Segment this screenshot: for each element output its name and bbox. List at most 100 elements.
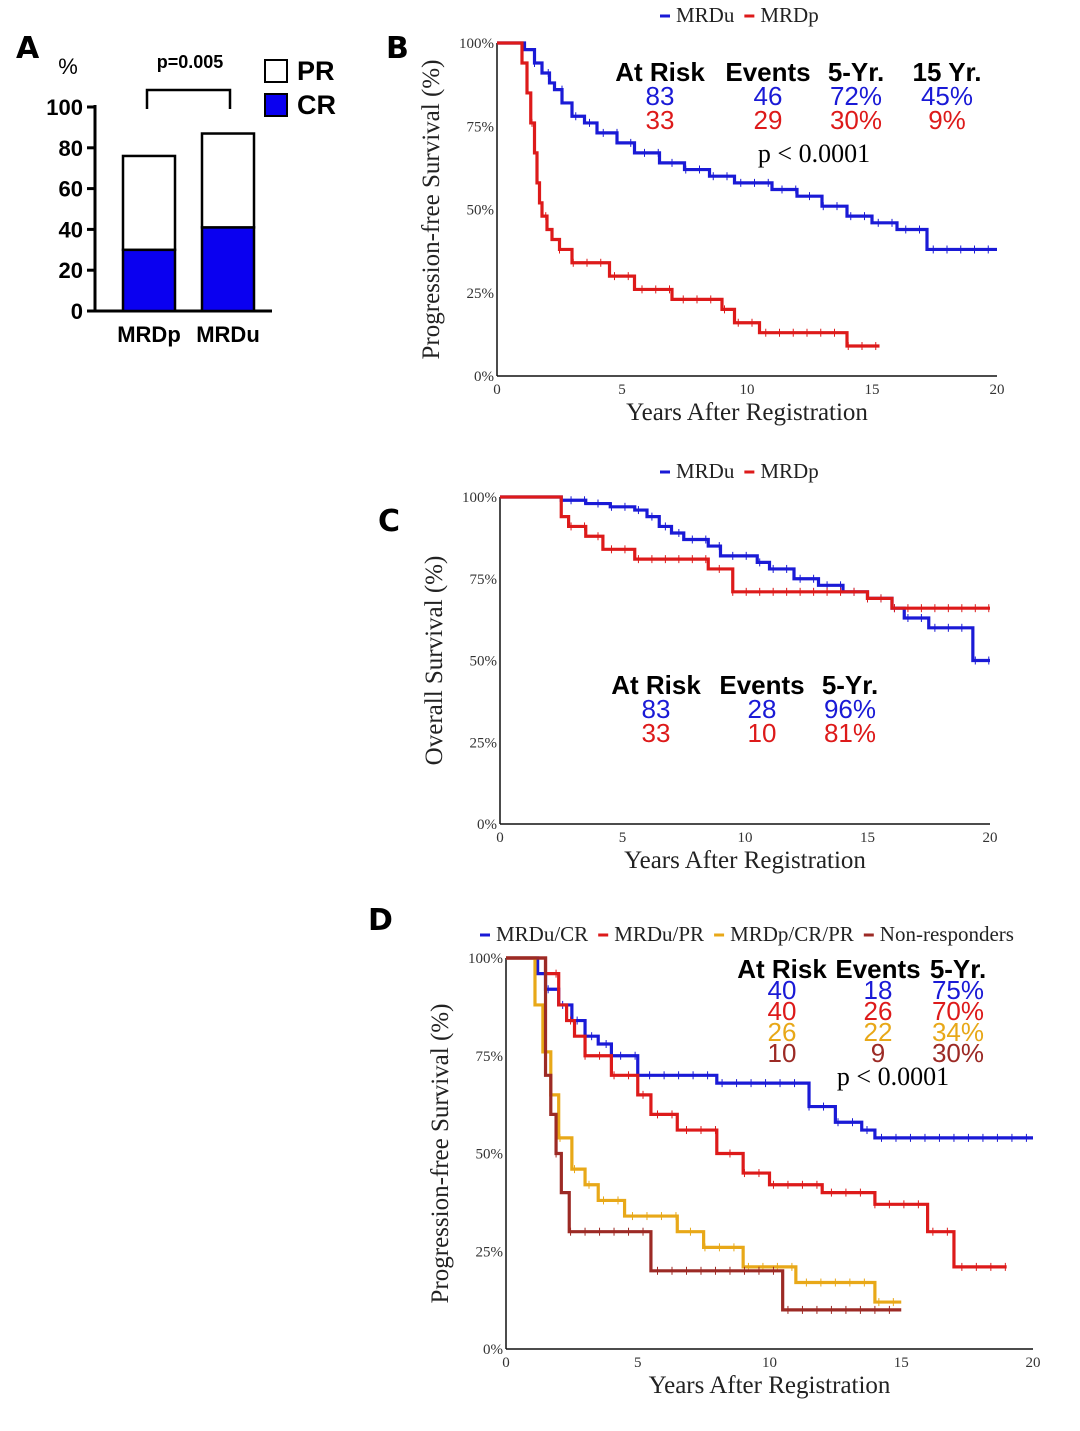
panel-a-ytick-label: 0 <box>71 299 83 324</box>
panel-a-legend-swatch <box>264 59 288 83</box>
legend-label: MRDp <box>760 3 818 27</box>
x-axis-title: Years After Registration <box>626 399 868 426</box>
panel-d-letter: D <box>368 903 393 938</box>
table-cell: 9 <box>871 1038 885 1068</box>
y-tick-label: 25% <box>470 735 498 751</box>
table-cell: 10 <box>748 718 777 748</box>
panel-a-bar-mrdp-cr <box>121 248 177 313</box>
panel-a-legend-label: PR <box>297 56 335 86</box>
table-cell: 72% <box>830 81 882 111</box>
x-tick-label: 10 <box>738 830 753 846</box>
x-tick-label: 20 <box>990 382 1005 398</box>
y-tick-label: 100% <box>462 490 497 506</box>
y-tick-label: 75% <box>476 1049 504 1065</box>
panel-a-category-label: MRDp <box>117 322 181 347</box>
table-cell: 28 <box>748 694 777 724</box>
legend-label: MRDu/PR <box>614 922 704 946</box>
panel-a-bar-mrdu-cr <box>200 226 256 313</box>
table-cell: 33 <box>642 718 671 748</box>
table-header: At Risk <box>611 670 701 700</box>
panel-a-ytick-label: 80 <box>59 136 83 161</box>
x-axis-title: Years After Registration <box>624 847 866 874</box>
p-value: p < 0.0001 <box>837 1062 949 1091</box>
table-header: 5-Yr. <box>828 57 884 87</box>
x-tick-label: 15 <box>865 382 880 398</box>
table-cell: 83 <box>646 81 675 111</box>
x-tick-label: 0 <box>502 1355 510 1371</box>
panel-a-legend-swatch <box>264 93 288 117</box>
legend-label: MRDp <box>760 459 818 483</box>
x-tick-label: 5 <box>618 382 626 398</box>
table-cell: 34% <box>932 1017 984 1047</box>
y-tick-label: 100% <box>468 951 503 967</box>
panel-b-letter: B <box>386 31 409 66</box>
x-axis-title: Years After Registration <box>649 1372 891 1399</box>
panel-a-ytick-label: 20 <box>59 258 83 283</box>
table-header: 15 Yr. <box>913 57 982 87</box>
x-tick-label: 10 <box>740 382 755 398</box>
table-cell: 18 <box>864 975 893 1005</box>
x-tick-label: 15 <box>894 1355 909 1371</box>
panel-a: A% 0 20 40 60 80 100 MRDp MRDu p=0.005 PR CR <box>16 31 336 347</box>
y-tick-label: 25% <box>467 286 495 302</box>
table-cell: 26 <box>864 996 893 1026</box>
legend-label: MRDu <box>676 3 735 27</box>
km-curve-mrdu-pr <box>506 956 1007 1269</box>
y-tick-label: 75% <box>470 572 498 588</box>
legend-label: MRDu/CR <box>496 922 588 946</box>
x-tick-label: 0 <box>493 382 501 398</box>
y-axis-title: Progression-free Survival (%) <box>427 1004 454 1304</box>
panel-a-category-label: MRDu <box>196 322 260 347</box>
y-axis-title: Overall Survival (%) <box>421 556 448 766</box>
x-tick-label: 20 <box>983 830 998 846</box>
panel-c-letter: C <box>378 504 400 539</box>
table-cell: 30% <box>830 105 882 135</box>
y-tick-label: 50% <box>470 654 498 670</box>
legend-label: Non-responders <box>880 922 1014 946</box>
y-tick-label: 0% <box>474 369 494 385</box>
panel-d: D 0% 25% 50% 75% 100% 0 5 10 15 20 Years After Regi… <box>368 903 1041 1399</box>
table-cell: 96% <box>824 694 876 724</box>
panel-a-bar-mrdu-pr <box>200 132 256 229</box>
y-tick-label: 50% <box>467 203 495 219</box>
x-tick-label: 5 <box>619 830 627 846</box>
y-tick-label: 25% <box>476 1244 504 1260</box>
y-tick-label: 100% <box>459 36 494 52</box>
legend-label: MRDu <box>676 459 735 483</box>
km-curve-mrdu-cr <box>506 956 1033 1140</box>
panel-a-pvalue: p=0.005 <box>157 52 224 72</box>
table-header: At Risk <box>615 57 705 87</box>
panel-b: B 0% 25% 50% 75% 100% 0 5 10 15 20 Years After Regi… <box>386 3 1005 426</box>
table-cell: 83 <box>642 694 671 724</box>
y-tick-label: 75% <box>467 119 495 135</box>
legend-label: MRDp/CR/PR <box>730 922 854 946</box>
table-cell: 30% <box>932 1038 984 1068</box>
y-axis-title: Progression-free Survival (%) <box>418 60 445 360</box>
panel-c: C 0% 25% 50% 75% 100% 0 5 10 15 20 Years After Regi… <box>378 459 998 874</box>
km-curve-mrdu <box>500 495 990 663</box>
table-cell: 81% <box>824 718 876 748</box>
p-value: p < 0.0001 <box>758 139 870 168</box>
km-curve-non-responders <box>506 956 902 1312</box>
table-cell: 40 <box>768 975 797 1005</box>
x-tick-label: 0 <box>496 830 504 846</box>
table-cell: 9% <box>928 105 966 135</box>
panel-a-legend-label: CR <box>297 90 336 120</box>
y-tick-label: 50% <box>476 1147 504 1163</box>
table-cell: 40 <box>768 996 797 1026</box>
table-header: 5-Yr. <box>822 670 878 700</box>
table-header: Events <box>725 57 810 87</box>
panel-a-ytick-label: 40 <box>59 217 83 242</box>
table-cell: 33 <box>646 105 675 135</box>
table-cell: 75% <box>932 975 984 1005</box>
table-header: Events <box>835 954 920 984</box>
x-tick-label: 20 <box>1026 1355 1041 1371</box>
x-tick-label: 5 <box>634 1355 642 1371</box>
km-curve-mrdp <box>500 495 990 610</box>
table-cell: 29 <box>754 105 783 135</box>
x-tick-label: 15 <box>860 830 875 846</box>
km-curve-mrdu <box>497 41 997 252</box>
table-cell: 45% <box>921 81 973 111</box>
y-tick-label: 0% <box>483 1342 503 1358</box>
